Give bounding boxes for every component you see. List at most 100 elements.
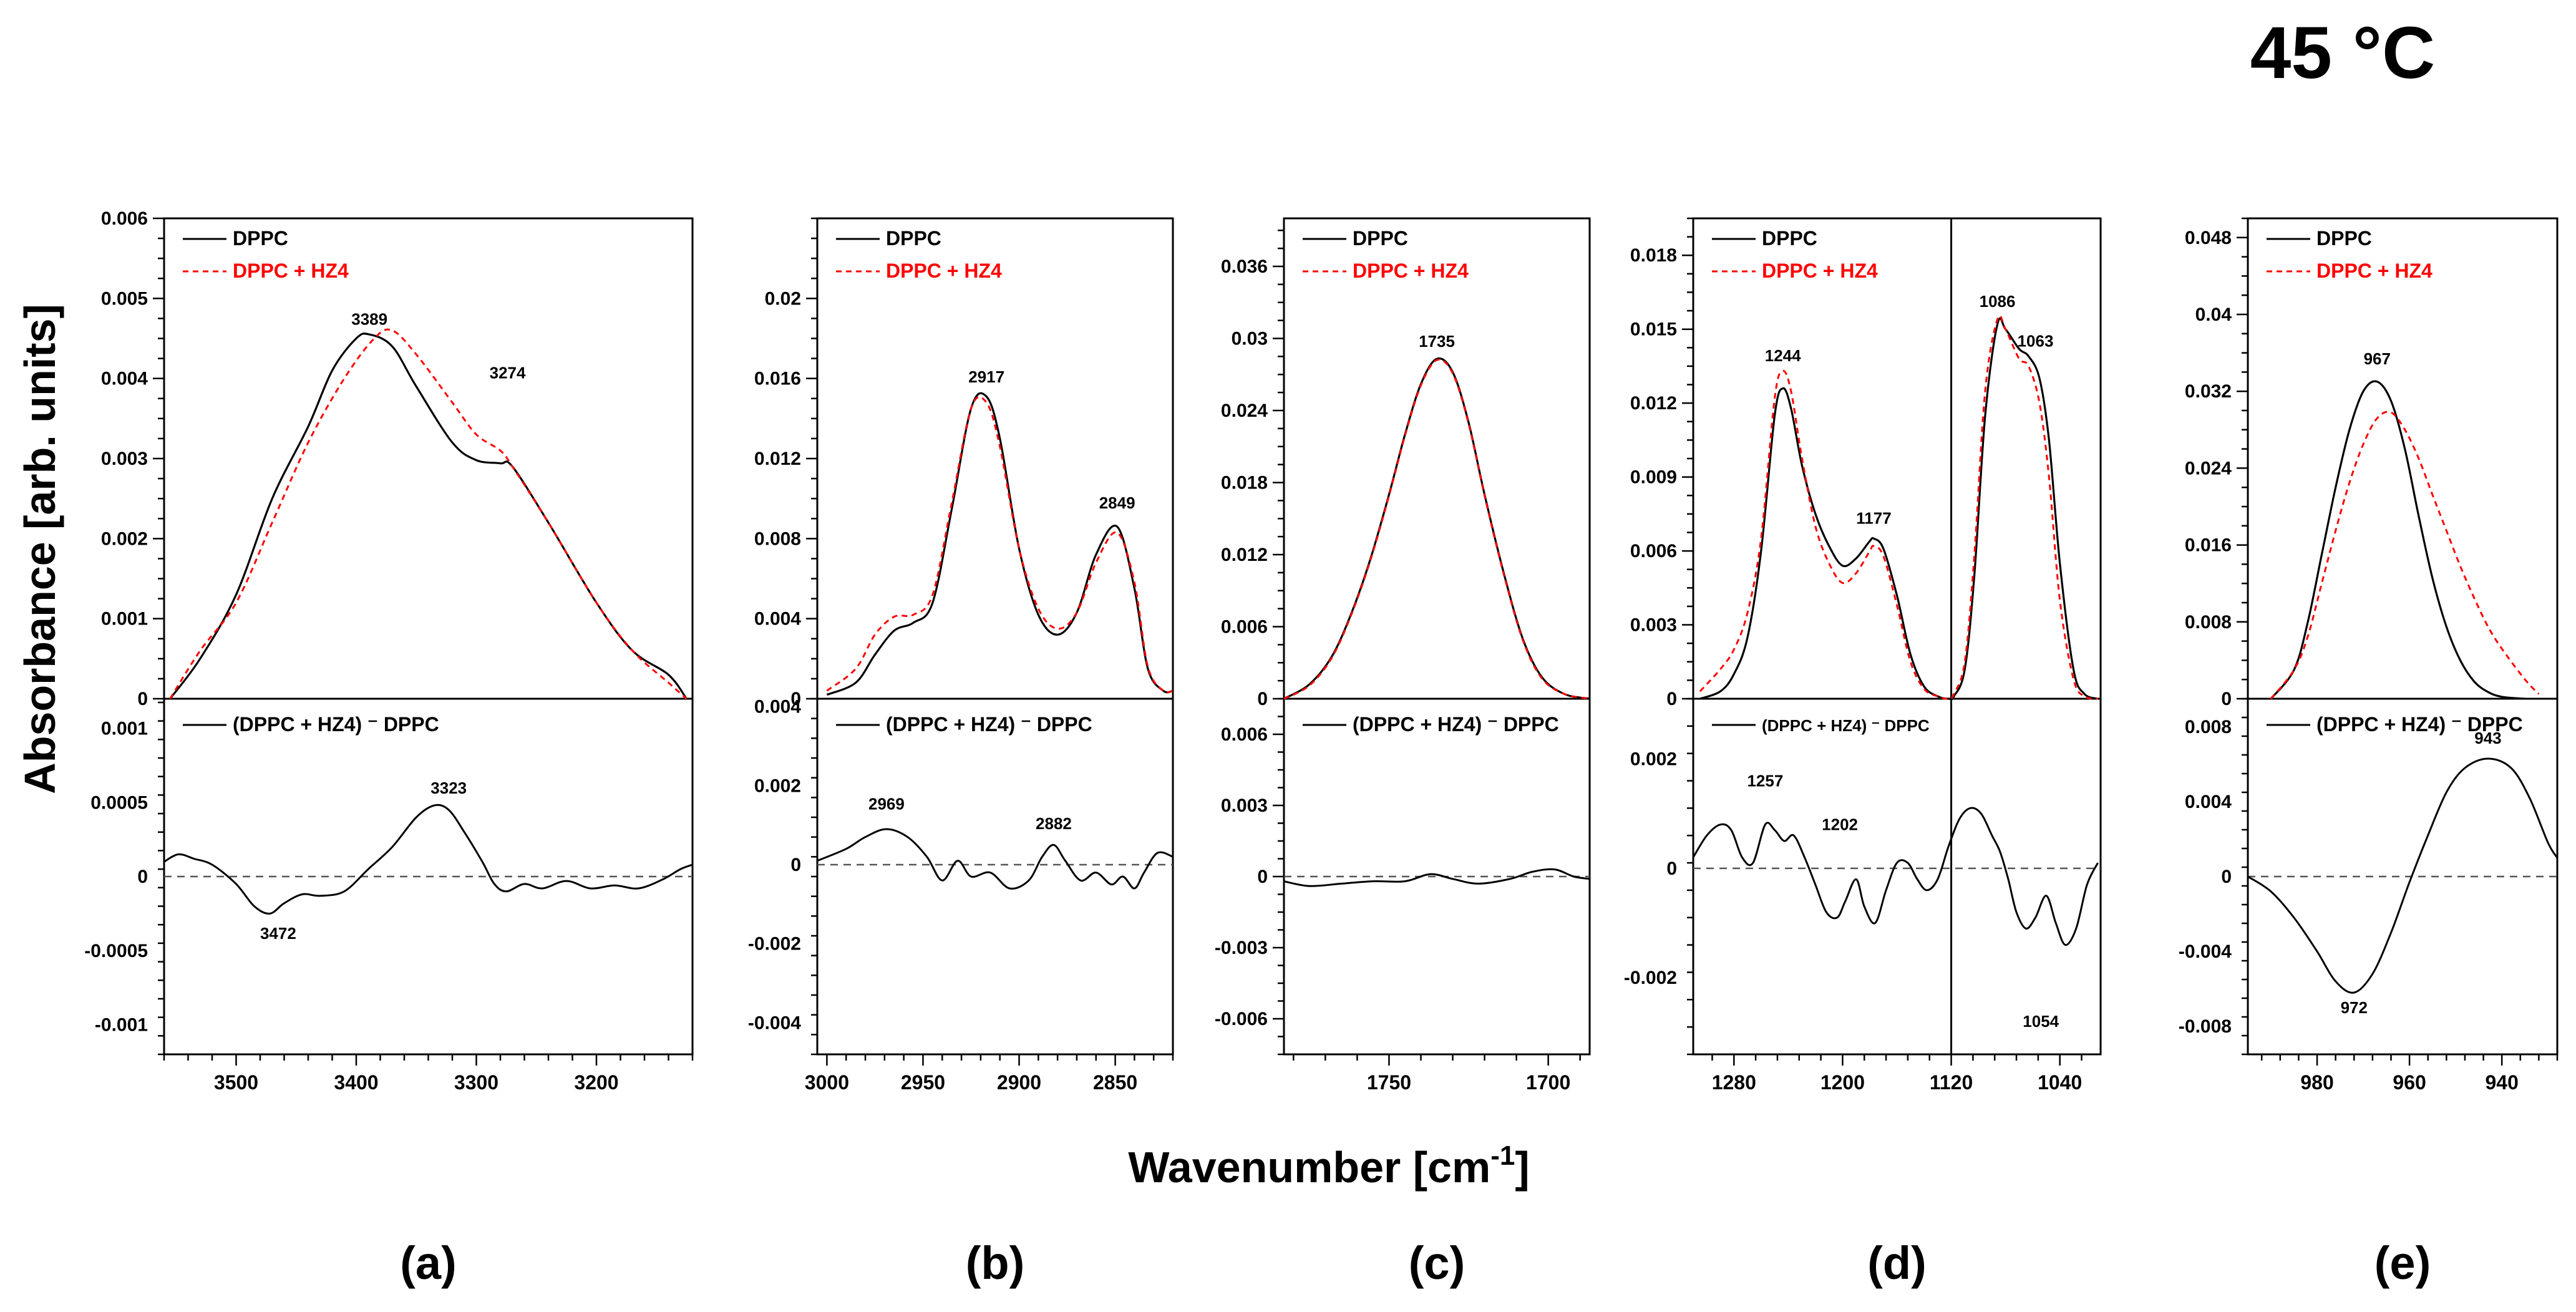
panel-a-top-ytick-label: 0.004 (101, 369, 148, 389)
panel-d-top-frame (1692, 217, 2102, 700)
panel-d-top-ytick-label: 0.003 (1630, 615, 1677, 636)
panel-d-xtick-label: 1200 (1820, 1071, 1865, 1094)
x-axis-label: Wavenumber [cm-1] (1128, 1140, 1529, 1192)
panel-b-difference-peak-label: 2969 (868, 794, 905, 813)
x-axis-label-end: ] (1515, 1143, 1529, 1192)
x-axis-label-main: Wavenumber [cm (1128, 1143, 1490, 1192)
panel-e-bottom-ytick-label: -0.004 (2179, 941, 2232, 962)
panel-d-peak-label: 1177 (1856, 509, 1891, 528)
panel-c: 0 0.006 0.012 0.018 0.024 0.03 0.036 -0.006 -0.0… (1215, 217, 1591, 1289)
panel-b-peak-label: 2917 (968, 367, 1004, 386)
panel-d-difference-peak-label: 1257 (1747, 771, 1783, 790)
panel-e-legend-difference: (DPPC + HZ4) ⁻ DPPC (2316, 713, 2523, 736)
panel-b-xtick-label: 3000 (805, 1071, 849, 1094)
panel-d-top-ytick-label: 0.012 (1630, 393, 1677, 414)
panel-a-label: (a) (400, 1237, 456, 1289)
panel-e-bottom-ytick-label: 0.008 (2185, 717, 2232, 737)
panel-a-xtick-label: 3200 (574, 1071, 618, 1094)
panel-d-peak-label: 1244 (1765, 346, 1801, 365)
panel-d-label: (d) (1867, 1237, 1927, 1289)
panel-e-top-frame (2247, 217, 2559, 700)
panel-b-difference-peak-label: 2882 (1036, 814, 1072, 833)
panel-e-top-ytick-label: 0.016 (2185, 535, 2232, 556)
panel-e-legend-dppc-hz4: DPPC + HZ4 (2316, 260, 2433, 282)
panel-e-top-ytick-label: 0.048 (2185, 228, 2232, 248)
panel-b-legend-difference: (DPPC + HZ4) ⁻ DPPC (886, 713, 1092, 736)
panel-e-bottom-ytick-label: 0 (2221, 867, 2232, 887)
panel-d-legend-dppc: DPPC (1762, 227, 1817, 250)
panel-b-top-ytick-label: 0.02 (765, 288, 801, 309)
panel-c-legend-dppc-hz4: DPPC + HZ4 (1353, 260, 1469, 282)
panel-e-bottom-ytick-label: -0.008 (2179, 1016, 2232, 1037)
panel-c-top-ytick-label: 0.006 (1221, 617, 1268, 638)
panel-d-bottom-ytick-label: -0.002 (1624, 968, 1677, 988)
panel-c-bottom-ytick-label: -0.003 (1215, 938, 1268, 958)
panel-d-dppc-line (1699, 317, 2099, 701)
panel-e-dppc-line (2270, 380, 2525, 700)
panel-a-top-ytick-label: 0.001 (101, 609, 148, 629)
panel-c-top-ytick-label: 0.018 (1221, 473, 1268, 493)
panel-b-xtick-label: 2950 (901, 1071, 945, 1094)
panel-c-label: (c) (1409, 1237, 1465, 1289)
panel-e: 0 0.008 0.016 0.024 0.032 0.04 0.048 -0.008 -0.0… (2179, 217, 2559, 1289)
panel-d-xtick-label: 1120 (1930, 1071, 1973, 1094)
panel-e-top-ytick-label: 0 (2221, 689, 2232, 709)
panel-b-difference-line (817, 828, 1174, 890)
panel-e-top-ytick-label: 0.04 (2195, 304, 2232, 325)
panel-b-top-ytick-label: 0.016 (754, 369, 801, 389)
panel-c-bottom-ytick-label: 0 (1257, 867, 1268, 887)
panel-b-top-ytick-label: 0.008 (754, 528, 801, 549)
y-axis-label: Absorbance [arb. units] (16, 304, 64, 794)
panel-d-top-ytick-label: 0.018 (1630, 245, 1677, 266)
panels: 0 0.001 0.002 0.003 0.004 0.005 0.006 -0.001 -0.… (84, 208, 2559, 1289)
panel-c-top-ytick-label: 0.03 (1232, 329, 1268, 349)
panel-c-top-ytick-label: 0.036 (1221, 256, 1268, 277)
panel-b-top-frame (816, 217, 1174, 700)
panel-d-xtick-label: 1040 (2038, 1071, 2082, 1094)
panel-b-xtick-label: 2900 (997, 1071, 1041, 1094)
panel-d-top-ytick-label: 0.006 (1630, 541, 1677, 561)
panel-a-difference-line (163, 804, 693, 915)
panel-e-top-ytick-label: 0.032 (2185, 381, 2232, 402)
panel-d: 0 0.003 0.006 0.009 0.012 0.015 0.018 -0.002 0 0.… (1624, 217, 2102, 1289)
panel-e-xtick-label: 980 (2300, 1071, 2333, 1094)
panel-a: 0 0.001 0.002 0.003 0.004 0.005 0.006 -0.001 -0.… (84, 208, 694, 1289)
panel-b-dppc-line (826, 392, 1174, 696)
panel-c-legend-dppc: DPPC (1353, 227, 1408, 250)
panel-e-difference-peak-label: 943 (2474, 729, 2501, 747)
panel-a-bottom-ytick-label: 0.001 (101, 719, 148, 739)
panel-c-bottom-ytick-label: -0.006 (1215, 1009, 1268, 1029)
panel-a-bottom-ytick-label: 0.0005 (90, 792, 148, 813)
panel-d-legend-dppc-hz4: DPPC + HZ4 (1762, 260, 1878, 282)
panel-e-label: (e) (2374, 1237, 2431, 1289)
panel-d-xtick-label: 1280 (1712, 1071, 1756, 1094)
panel-d-top-ytick-label: 0.009 (1630, 467, 1677, 488)
panel-a-difference-peak-label: 3323 (430, 779, 467, 797)
panel-e-bottom-ytick-label: 0.004 (2185, 792, 2232, 812)
panel-e-top-ytick-label: 0.024 (2185, 458, 2232, 479)
panel-e-dppc-hz4-line (2270, 411, 2540, 699)
panel-d-bottom-ytick-label: 0 (1666, 858, 1677, 879)
panel-c-top-ytick-label: 0.024 (1221, 401, 1268, 421)
panel-b-bottom-ytick-label: 0.002 (754, 775, 801, 796)
panel-e-xtick-label: 960 (2393, 1071, 2426, 1094)
panel-a-top-ytick-label: 0 (137, 689, 148, 709)
panel-b: 00.0040.0080.0120.0160.02-0.004-0.00200.… (748, 217, 1174, 1289)
panel-c-bottom-ytick-label: 0.003 (1221, 795, 1268, 816)
panel-a-legend-difference: (DPPC + HZ4) ⁻ DPPC (233, 713, 439, 736)
panel-a-bottom-ytick-label: 0 (137, 867, 148, 887)
panel-b-top-ytick-label: 0.012 (754, 449, 801, 469)
panel-d-peak-label: 1063 (2018, 331, 2054, 350)
panel-d-legend-difference: (DPPC + HZ4) ⁻ DPPC (1762, 716, 1930, 735)
panel-c-difference-line (1283, 868, 1590, 887)
panel-c-dppc-line (1283, 357, 1590, 700)
panel-d-peak-label: 1086 (1980, 292, 2016, 311)
panel-e-difference-peak-label: 972 (2341, 998, 2368, 1017)
panel-b-legend-dppc-hz4: DPPC + HZ4 (886, 260, 1002, 282)
panel-e-top-ytick-label: 0.008 (2185, 612, 2232, 633)
panel-b-top-ytick-label: 0.004 (754, 609, 801, 629)
panel-c-dppc-hz4-line (1283, 358, 1590, 700)
panel-b-dppc-hz4-line (826, 396, 1174, 694)
panel-b-xtick-label: 2850 (1093, 1071, 1137, 1094)
